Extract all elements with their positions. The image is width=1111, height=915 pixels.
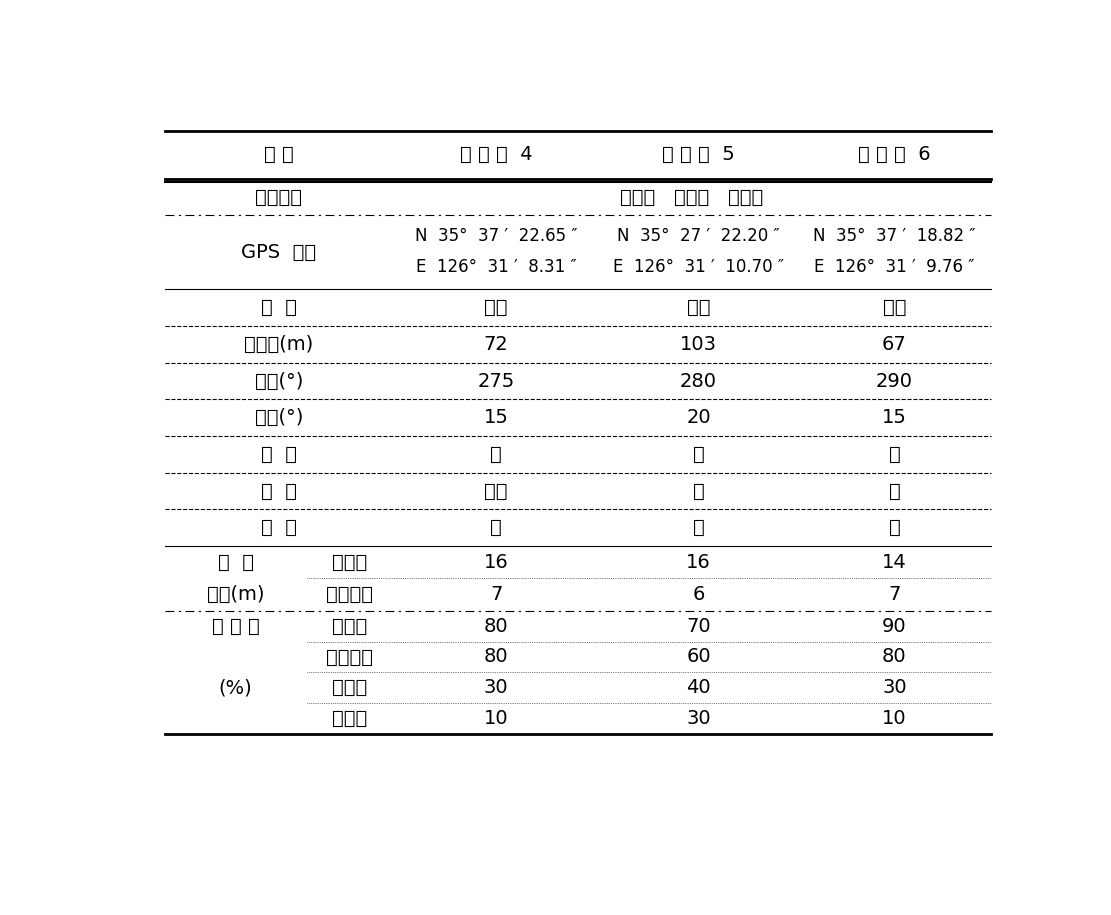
- Text: E  126°  31 ′  8.31 ″: E 126° 31 ′ 8.31 ″: [416, 258, 577, 276]
- Text: 교목층: 교목층: [332, 617, 368, 636]
- Text: 6: 6: [692, 585, 704, 604]
- Text: E  126°  31 ′  10.70 ″: E 126° 31 ′ 10.70 ″: [613, 258, 784, 276]
- Text: 80: 80: [484, 648, 509, 666]
- Text: 바  람: 바 람: [261, 445, 297, 464]
- Text: 표 준 지  4: 표 준 지 4: [460, 145, 532, 165]
- Text: GPS  좌표: GPS 좌표: [241, 243, 317, 262]
- Text: 표 준 지  5: 표 준 지 5: [662, 145, 734, 165]
- Text: 양: 양: [889, 518, 900, 537]
- Text: 지  형: 지 형: [261, 298, 297, 318]
- Text: 20: 20: [687, 408, 711, 427]
- Text: 약: 약: [889, 445, 900, 464]
- Text: 조사장소: 조사장소: [256, 188, 302, 207]
- Text: 약: 약: [490, 445, 502, 464]
- Text: 90: 90: [882, 617, 907, 636]
- Text: 10: 10: [882, 709, 907, 728]
- Text: 사면: 사면: [484, 298, 508, 318]
- Text: 식 피 율: 식 피 율: [212, 617, 260, 636]
- Text: 10: 10: [484, 709, 509, 728]
- Text: 290: 290: [875, 371, 913, 391]
- Text: 아교목층: 아교목층: [327, 585, 373, 604]
- Text: N  35°  37 ′  18.82 ″: N 35° 37 ′ 18.82 ″: [813, 227, 975, 245]
- Text: 중: 중: [490, 518, 502, 537]
- Text: 표 준 지  6: 표 준 지 6: [858, 145, 931, 165]
- Text: 7: 7: [888, 585, 901, 604]
- Text: 약습: 약습: [484, 481, 508, 501]
- Text: 70: 70: [687, 617, 711, 636]
- Text: 15: 15: [483, 408, 509, 427]
- Text: 구 분: 구 분: [264, 145, 293, 165]
- Text: 지피층: 지피층: [332, 709, 368, 728]
- Text: 건: 건: [692, 481, 704, 501]
- Text: N  35°  37 ′  22.65 ″: N 35° 37 ′ 22.65 ″: [414, 227, 578, 245]
- Text: 양: 양: [692, 518, 704, 537]
- Text: 80: 80: [484, 617, 509, 636]
- Text: 40: 40: [687, 678, 711, 697]
- Text: 교목층: 교목층: [332, 553, 368, 572]
- Text: 계곡: 계곡: [882, 298, 907, 318]
- Text: 경사(°): 경사(°): [254, 408, 303, 427]
- Text: 약: 약: [692, 445, 704, 464]
- Text: 평  균: 평 균: [218, 553, 253, 572]
- Text: N  35°  27 ′  22.20 ″: N 35° 27 ′ 22.20 ″: [618, 227, 780, 245]
- Text: 280: 280: [680, 371, 717, 391]
- Text: 15: 15: [882, 408, 907, 427]
- Text: 60: 60: [687, 648, 711, 666]
- Text: (%): (%): [219, 678, 252, 697]
- Text: 관목층: 관목층: [332, 678, 368, 697]
- Text: 7: 7: [490, 585, 502, 604]
- Text: 방위(°): 방위(°): [254, 371, 303, 391]
- Text: 16: 16: [687, 553, 711, 572]
- Text: 80: 80: [882, 648, 907, 666]
- Text: 사면: 사면: [687, 298, 710, 318]
- Text: 72: 72: [483, 335, 509, 354]
- Text: E  126°  31 ′  9.76 ″: E 126° 31 ′ 9.76 ″: [814, 258, 974, 276]
- Text: 아교목층: 아교목층: [327, 648, 373, 666]
- Text: 해발고(m): 해발고(m): [244, 335, 313, 354]
- Text: 14: 14: [882, 553, 907, 572]
- Text: 수고(m): 수고(m): [207, 585, 264, 604]
- Text: 습  도: 습 도: [261, 481, 297, 501]
- Text: 275: 275: [478, 371, 514, 391]
- Text: 30: 30: [882, 678, 907, 697]
- Text: 30: 30: [484, 678, 509, 697]
- Text: 67: 67: [882, 335, 907, 354]
- Text: 103: 103: [680, 335, 717, 354]
- Text: 일  광: 일 광: [261, 518, 297, 537]
- Text: 부안군   변산면   마포리: 부안군 변산면 마포리: [620, 188, 763, 207]
- Text: 습: 습: [889, 481, 900, 501]
- Text: 30: 30: [687, 709, 711, 728]
- Text: 16: 16: [483, 553, 509, 572]
